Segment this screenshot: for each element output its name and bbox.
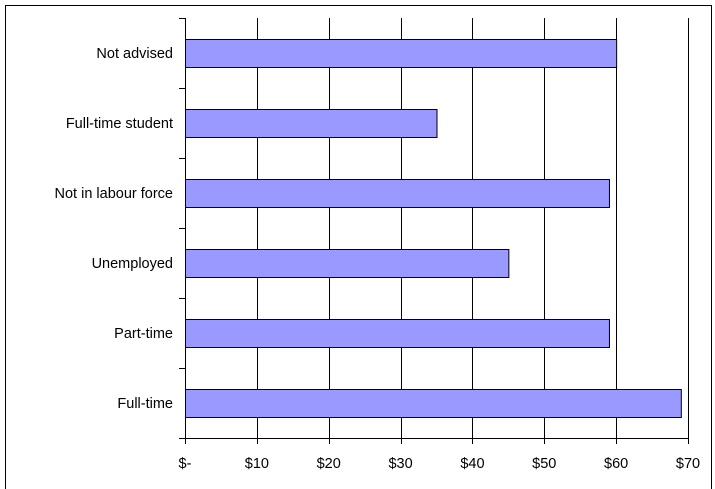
- x-tick-label: $10: [245, 456, 269, 472]
- category-label: Part-time: [114, 326, 173, 342]
- labels: Full-time Part-time Unemployed Not in labou…: [55, 46, 701, 472]
- x-tick-label: $-: [179, 456, 192, 472]
- category-label: Unemployed: [92, 256, 173, 272]
- category-label: Full-time student: [66, 116, 173, 132]
- bar-part-time: [185, 319, 610, 348]
- category-label: Full-time: [117, 396, 173, 412]
- x-tick-label: $20: [317, 456, 341, 472]
- category-label: Not advised: [96, 46, 173, 62]
- bar-full-time-student: [185, 109, 438, 138]
- x-tick-label: $50: [532, 456, 556, 472]
- bar-not-in-labour-force: [185, 179, 610, 208]
- bars: [185, 39, 682, 418]
- x-tick-label: $40: [460, 456, 484, 472]
- gridlines: [257, 18, 689, 438]
- bar-full-time: [185, 389, 682, 418]
- bar-not-advised: [185, 39, 618, 68]
- axes: [179, 18, 689, 444]
- category-label: Not in labour force: [55, 186, 173, 202]
- x-tick-label: $70: [676, 456, 700, 472]
- x-tick-label: $60: [604, 456, 628, 472]
- x-tick-label: $30: [388, 456, 412, 472]
- bar-unemployed: [185, 249, 510, 278]
- chart-frame: [5, 5, 712, 489]
